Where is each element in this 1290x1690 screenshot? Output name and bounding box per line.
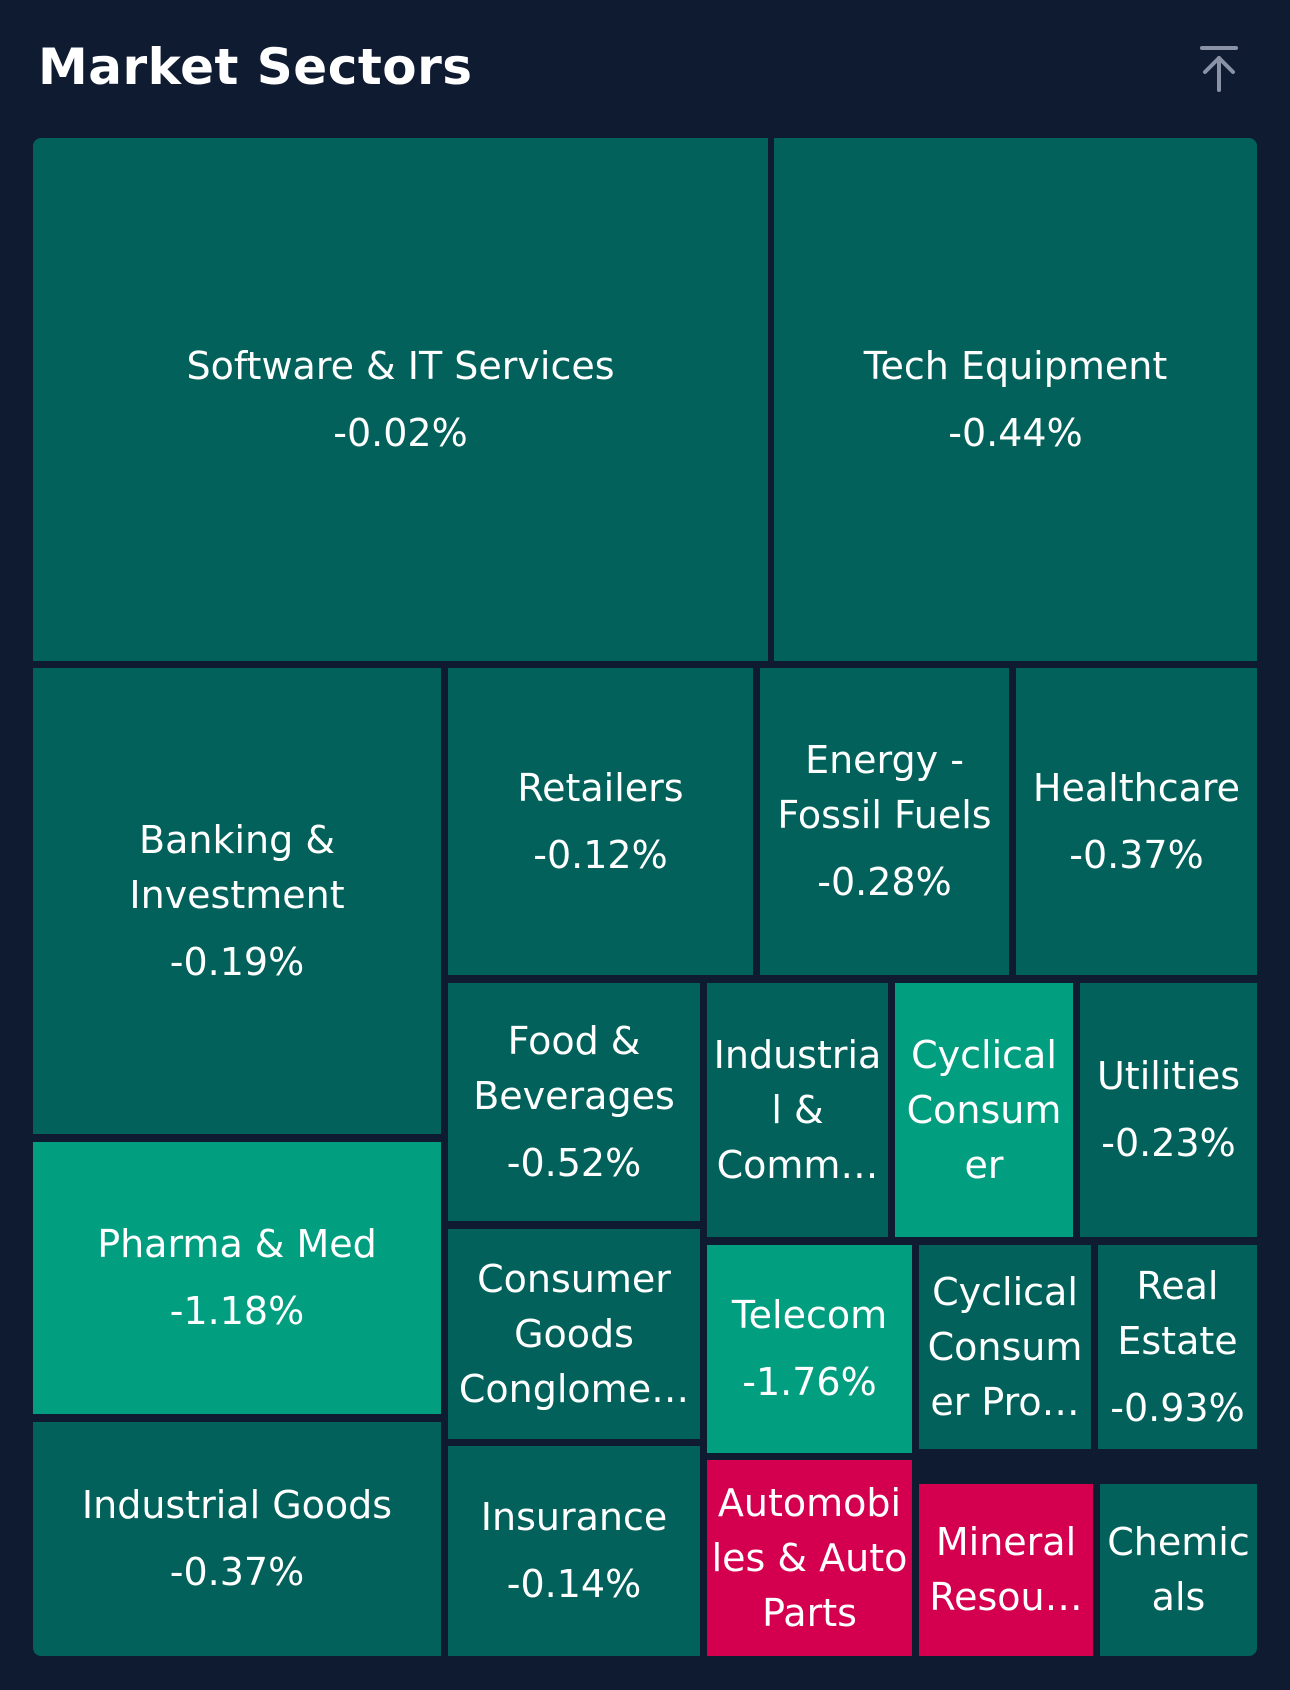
sector-change: -0.93% bbox=[1110, 1385, 1245, 1430]
sector-label: Automobi les & Auto Parts bbox=[711, 1480, 908, 1635]
sector-change: -0.02% bbox=[333, 410, 468, 455]
sector-change: -1.18% bbox=[169, 1289, 305, 1333]
sector-tile-banking-investment[interactable]: Banking & Investment -0.19% bbox=[33, 668, 441, 1134]
sector-label: Retailers bbox=[517, 765, 684, 810]
sector-tile-telecom[interactable]: Telecom -1.76% bbox=[707, 1245, 912, 1453]
sector-label: Pharma & Med bbox=[97, 1222, 377, 1266]
sector-label: Industria l & Comm… bbox=[713, 1032, 882, 1187]
sector-tile-healthcare[interactable]: Healthcare -0.37% bbox=[1016, 668, 1257, 975]
sector-tile-insurance[interactable]: Insurance -0.14% bbox=[448, 1446, 700, 1656]
sector-label: Consumer Goods Conglome… bbox=[458, 1256, 690, 1411]
sector-tile-utilities[interactable]: Utilities -0.23% bbox=[1080, 983, 1257, 1237]
sector-tile-consumer-goods-conglomerates[interactable]: Consumer Goods Conglome… bbox=[448, 1229, 700, 1439]
sector-label: Cyclical Consum er bbox=[906, 1032, 1062, 1187]
sector-tile-chemicals[interactable]: Chemic als bbox=[1100, 1484, 1257, 1656]
sector-change: -0.23% bbox=[1101, 1121, 1236, 1165]
sector-label: Healthcare bbox=[1032, 765, 1241, 810]
sector-change: -0.37% bbox=[169, 1550, 305, 1594]
collapse-button[interactable] bbox=[1190, 38, 1248, 100]
sector-label: Tech Equipment bbox=[863, 343, 1168, 388]
sector-change: -0.44% bbox=[948, 410, 1083, 455]
sector-label: Chemic als bbox=[1107, 1520, 1250, 1619]
sector-tile-software-it-services[interactable]: Software & IT Services -0.02% bbox=[33, 138, 768, 661]
sector-tile-automobiles-auto-parts[interactable]: Automobi les & Auto Parts bbox=[707, 1460, 912, 1656]
sector-change: -0.37% bbox=[1069, 832, 1204, 877]
sector-label: Insurance bbox=[480, 1495, 668, 1539]
sector-change: -0.28% bbox=[817, 860, 952, 904]
sector-tile-cyclical-consumer[interactable]: Cyclical Consum er bbox=[895, 983, 1073, 1237]
sector-label: Real Estate bbox=[1117, 1263, 1238, 1363]
sector-change: -0.14% bbox=[506, 1562, 642, 1606]
sector-tile-food-beverages[interactable]: Food & Beverages -0.52% bbox=[448, 983, 700, 1221]
sector-tile-mineral-resources[interactable]: Mineral Resou… bbox=[919, 1484, 1093, 1656]
sector-change: -1.76% bbox=[742, 1360, 877, 1404]
sector-label: Banking & Investment bbox=[129, 817, 345, 917]
sector-tile-real-estate[interactable]: Real Estate -0.93% bbox=[1098, 1245, 1257, 1449]
sector-label: Cyclical Consum er Pro… bbox=[927, 1269, 1083, 1424]
sector-tile-industrial-commercial[interactable]: Industria l & Comm… bbox=[707, 983, 888, 1237]
sector-label: Mineral Resou… bbox=[929, 1520, 1083, 1619]
arrow-up-to-line-icon bbox=[1200, 46, 1238, 92]
sector-treemap: Software & IT Services -0.02% Tech Equip… bbox=[33, 138, 1257, 1656]
sector-tile-pharma-med[interactable]: Pharma & Med -1.18% bbox=[33, 1142, 441, 1414]
page-title: Market Sectors bbox=[38, 38, 473, 96]
sector-label: Telecom bbox=[731, 1293, 888, 1337]
sector-label: Software & IT Services bbox=[186, 343, 615, 388]
sector-tile-retailers[interactable]: Retailers -0.12% bbox=[448, 668, 753, 975]
sector-label: Food & Beverages bbox=[473, 1018, 675, 1118]
sector-tile-cyclical-consumer-products[interactable]: Cyclical Consum er Pro… bbox=[919, 1245, 1091, 1449]
sector-tile-energy-fossil-fuels[interactable]: Energy - Fossil Fuels -0.28% bbox=[760, 668, 1009, 975]
sector-label: Energy - Fossil Fuels bbox=[777, 738, 992, 837]
sector-label: Utilities bbox=[1096, 1054, 1241, 1098]
sector-label: Industrial Goods bbox=[81, 1483, 393, 1527]
sector-tile-industrial-goods[interactable]: Industrial Goods -0.37% bbox=[33, 1422, 441, 1656]
sector-change: -0.12% bbox=[533, 832, 668, 877]
sector-change: -0.19% bbox=[169, 939, 305, 984]
sector-change: -0.52% bbox=[506, 1140, 642, 1185]
sector-tile-tech-equipment[interactable]: Tech Equipment -0.44% bbox=[774, 138, 1257, 661]
